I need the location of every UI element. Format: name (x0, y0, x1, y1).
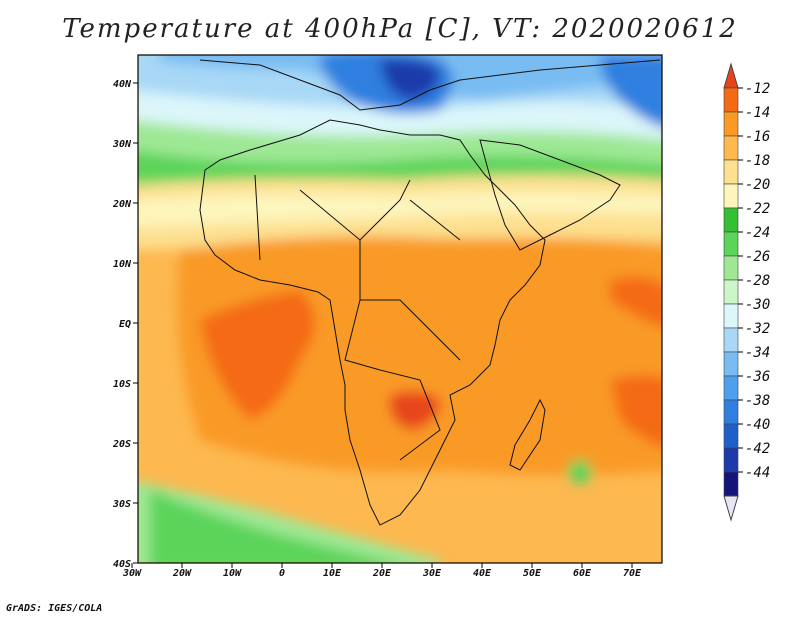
colorbar-label: -42 (745, 441, 770, 457)
temperature-field (138, 55, 662, 563)
colorbar-label: -24 (745, 225, 770, 241)
colorbar-label: -38 (745, 393, 770, 409)
colorbar-label: -40 (745, 417, 770, 433)
grads-credit: GrADS: IGES/COLA (6, 603, 103, 614)
madagascar-coastline (509, 398, 546, 471)
africa-coastline (199, 119, 546, 526)
lat-tick-label: 40S (113, 559, 131, 570)
lon-tick-label: 0 (279, 568, 285, 579)
colorbar-swatch (723, 183, 739, 209)
colorbar-label: -16 (745, 129, 770, 145)
field-mauritius-cool (568, 460, 592, 484)
colorbar-label: -22 (745, 201, 770, 217)
field-warm-zambia (389, 391, 440, 430)
colorbar-label: -36 (745, 369, 770, 385)
field-cold-core-inner (380, 58, 440, 100)
lon-tick-label: 60E (573, 568, 592, 579)
longitude-axis: 30W 20W 10W 0 10E 20E 30E 40E 50E 60E 70E (122, 563, 642, 579)
colorbar-top-arrow (723, 62, 739, 89)
lon-tick-label: 30E (422, 568, 442, 579)
lat-tick-label: 30S (112, 499, 131, 510)
colorbar-swatch (723, 399, 739, 425)
colorbar-label: -28 (745, 273, 770, 289)
colorbar-bottom-arrow (723, 495, 739, 522)
lat-tick-label: 10N (113, 259, 132, 270)
colorbar-swatch (723, 423, 739, 449)
colorbar-label: -20 (745, 177, 770, 193)
colorbar-label: -44 (745, 465, 770, 481)
colorbar-swatch (723, 111, 739, 137)
lat-tick-label: 20N (112, 199, 132, 210)
colorbar-swatch (723, 231, 739, 257)
field-warm-arabian (610, 276, 662, 328)
coastlines (199, 59, 661, 526)
lon-tick-label: 70E (623, 568, 642, 579)
colorbar-swatch (723, 279, 739, 305)
colorbar-swatch (723, 255, 739, 281)
field-south-24 (150, 490, 392, 563)
colorbar-swatch (723, 471, 739, 497)
lat-tick-label: 30N (112, 139, 132, 150)
lat-tick-label: EQ (119, 319, 131, 330)
colorbar-label: -34 (745, 345, 770, 361)
lon-tick-label: 40E (473, 568, 492, 579)
lon-tick-label: 20W (172, 568, 192, 579)
colorbar-label: -12 (745, 81, 770, 97)
field-band-22 (138, 191, 662, 228)
latitude-axis: 40S 30S 20S 10S EQ 10N 20N 30N 40N (112, 79, 138, 570)
colorbar-swatch (723, 87, 739, 113)
field-cold-ne (600, 55, 662, 128)
colorbar-swatch (723, 159, 739, 185)
colorbar-swatch (723, 375, 739, 401)
plot-frame (137, 54, 663, 564)
colorbar-swatch (723, 303, 739, 329)
borders (254, 174, 461, 461)
field-warm-gulf (200, 290, 315, 420)
colorbar-label: -26 (745, 249, 770, 265)
colorbar-swatch (723, 135, 739, 161)
colorbar-label: -30 (745, 297, 770, 313)
field-warm-indian (610, 375, 662, 448)
colorbar-swatch (723, 447, 739, 473)
colorbar: -12 -14 -16 -18 -20 -22 -24 -26 -28 -30 -32 -34 -36 -… (723, 62, 770, 522)
lon-tick-label: 10W (223, 568, 242, 579)
colorbar-label: -14 (745, 105, 770, 121)
lon-tick-label: 10E (323, 568, 342, 579)
arabia-coastline (479, 139, 621, 251)
lat-tick-label: 10S (113, 379, 131, 390)
lon-tick-label: 50E (523, 568, 542, 579)
colorbar-label: -32 (745, 321, 770, 337)
europe-coastline (199, 59, 661, 111)
lon-tick-label: 20E (372, 568, 392, 579)
lat-tick-label: 40N (113, 79, 132, 90)
colorbar-swatch (723, 327, 739, 353)
colorbar-swatch (723, 351, 739, 377)
lat-tick-label: 20S (112, 439, 131, 450)
colorbar-label: -18 (745, 153, 770, 169)
map-title: Temperature at 400hPa [C], VT: 202002061… (62, 14, 738, 44)
colorbar-swatch (723, 207, 739, 233)
lon-tick-label: 30W (122, 568, 142, 579)
